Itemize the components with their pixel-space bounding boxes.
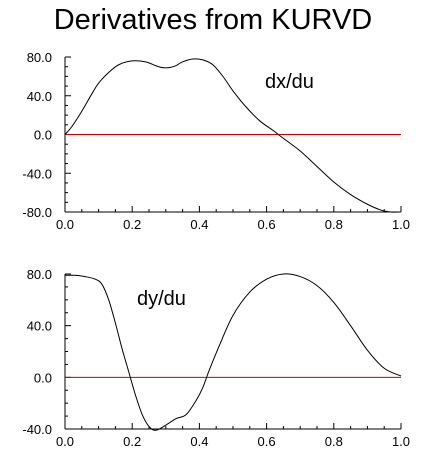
x-tick-label: 0.8 bbox=[325, 217, 343, 232]
annotation-dx-du: dx/du bbox=[265, 71, 314, 93]
x-tick-label: 0.6 bbox=[258, 434, 276, 449]
y-tick-label: -40.0 bbox=[22, 166, 52, 181]
annotation-dy-du: dy/du bbox=[137, 288, 186, 310]
x-tick-label: 0.4 bbox=[190, 217, 208, 232]
y-tick-label: -80.0 bbox=[22, 205, 52, 220]
x-tick-label: 0.2 bbox=[123, 434, 141, 449]
figure-title: Derivatives from KURVD bbox=[54, 4, 373, 36]
y-tick-label: 40.0 bbox=[27, 89, 52, 104]
y-tick-label: 80.0 bbox=[27, 50, 52, 65]
x-tick-label: 0.0 bbox=[56, 434, 74, 449]
y-tick-label: 0.0 bbox=[34, 370, 52, 385]
x-tick-label: 0.2 bbox=[123, 217, 141, 232]
y-tick-label: 40.0 bbox=[27, 319, 52, 334]
series-line bbox=[64, 273, 402, 431]
x-tick-label: 0.8 bbox=[325, 434, 343, 449]
x-tick-label: 1.0 bbox=[392, 217, 410, 232]
series-line bbox=[64, 58, 402, 213]
chart-dx-du: dx/du 0.0 0.2 0.4 0.6 0.8 1.0 80.0 40.0 0.0 -40.0… bbox=[22, 50, 410, 232]
y-tick-label: -40.0 bbox=[22, 422, 52, 437]
x-tick-label: 1.0 bbox=[392, 434, 410, 449]
y-tick-label: 0.0 bbox=[34, 128, 52, 143]
chart-dy-du: dy/du 0.0 0.2 0.4 0.6 0.8 1.0 80.0 40.0 0.0 -40.0 bbox=[22, 267, 410, 449]
x-tick-label: 0.4 bbox=[190, 434, 208, 449]
x-tick-label: 0.0 bbox=[56, 217, 74, 232]
x-tick-label: 0.6 bbox=[258, 217, 276, 232]
y-tick-label: 80.0 bbox=[27, 267, 52, 282]
